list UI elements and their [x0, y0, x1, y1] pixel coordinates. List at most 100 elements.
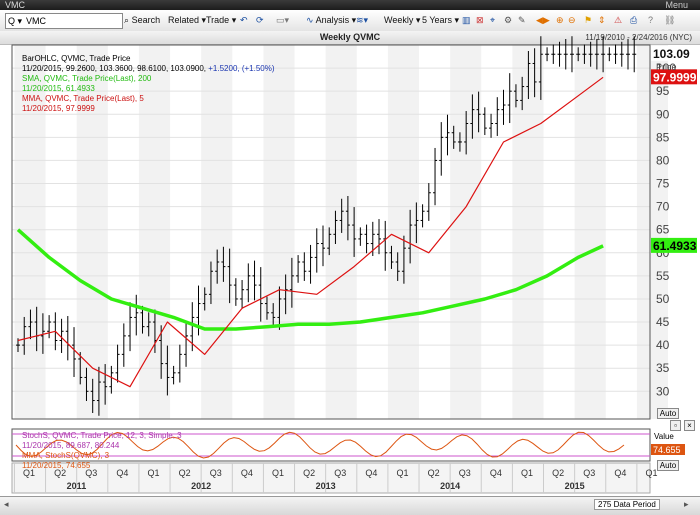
quarter-label: Q4 — [365, 468, 377, 478]
refresh-icon[interactable]: ⟳ — [256, 15, 264, 25]
stoch-line — [15, 431, 625, 459]
price-tick-label: 55 — [656, 269, 670, 283]
alert-icon[interactable]: ⚠ — [614, 15, 623, 25]
price-tick-label: 85 — [656, 130, 670, 144]
analysis-menu[interactable]: ∿ Analysis ▾ — [306, 15, 357, 25]
print-icon[interactable]: ⎙ — [630, 15, 638, 25]
stoch-value-title: Value — [654, 432, 674, 441]
symbol-input[interactable]: Q ▾ VMC — [5, 13, 123, 29]
legend-sma-value: 11/20/2015, 61.4933 — [22, 84, 95, 93]
year-label: 2015 — [565, 481, 585, 491]
chart-area: Weekly QVMC 11/19/2010 - 2/24/2016 (NYC)… — [0, 31, 700, 515]
legend-change: +1.5200, (+1.50%) — [208, 64, 275, 73]
indicator-icon[interactable]: ≋▾ — [356, 15, 369, 25]
status-bar: 275 Data Period ▸ ◂ — [0, 496, 700, 515]
quarter-label: Q1 — [396, 468, 408, 478]
scroll-left-icon[interactable]: ◀▶ — [536, 15, 550, 25]
link-icon[interactable]: ⛓ — [664, 15, 676, 25]
price-tick-label: 45 — [656, 315, 670, 329]
quarter-label: Q1 — [147, 468, 159, 478]
legend-bars-title: BarOHLC, QVMC, Trade Price — [22, 54, 131, 63]
year-label: 2012 — [191, 481, 211, 491]
stoch-legend: StochS, QVMC, Trade Price, 12, 3, Simple… — [22, 431, 182, 471]
legend-ohlc: 11/20/2015, 99.2600, 103.3600, 98.6100, … — [22, 64, 209, 73]
quarter-label: Q3 — [459, 468, 471, 478]
quarter-band — [387, 45, 420, 419]
chart-type-icon[interactable]: ▥ — [462, 15, 471, 25]
stoch-auto-button[interactable]: Auto — [657, 460, 679, 471]
stoch-mma-value: 11/20/2015, 74.655 — [22, 461, 91, 470]
price-tick-label: 65 — [656, 223, 670, 237]
quarter-band — [574, 45, 606, 419]
analysis-icon: ∿ — [306, 15, 314, 25]
undo-icon[interactable]: ↶ — [240, 15, 248, 25]
zoom-out-icon[interactable]: ⊖ — [568, 15, 576, 25]
window-titlebar: VMC Menu — [0, 0, 700, 10]
search-button[interactable]: ⌕ Search — [124, 14, 160, 27]
quarter-label: Q4 — [490, 468, 502, 478]
price-legend: BarOHLC, QVMC, Trade Price 11/20/2015, 9… — [22, 54, 275, 114]
pane-restore-button[interactable]: ▫ — [670, 420, 681, 431]
pane-close-button[interactable]: × — [684, 420, 695, 431]
legend-sma-title: SMA, QVMC, Trade Price(Last), 200 — [22, 74, 152, 83]
quarter-label: Q1 — [521, 468, 533, 478]
trade-label: Trade — [206, 15, 230, 25]
quarter-label: Q3 — [334, 468, 346, 478]
draw-icon[interactable]: ⊠ — [476, 15, 484, 25]
quarter-label: Q2 — [552, 468, 564, 478]
help-icon[interactable]: ? — [648, 15, 654, 25]
quote-type-icon[interactable]: Q ▾ — [8, 16, 23, 26]
stoch-mma-title: MMA, StochS(QVMC), 3 — [22, 451, 110, 460]
quarter-label: Q2 — [54, 468, 66, 478]
sma-line — [16, 228, 604, 331]
sma-value-flag-bg — [651, 237, 697, 253]
price-tick-label: 70 — [656, 200, 670, 214]
quarter-band — [138, 45, 171, 419]
quarter-label: Q1 — [23, 468, 35, 478]
price-tick-label: 35 — [656, 361, 670, 375]
zoom-in-icon[interactable]: ⊕ — [556, 15, 564, 25]
window-menu[interactable]: Menu — [665, 0, 688, 10]
last-price-flag: 103.09 — [653, 47, 690, 61]
chart-svg[interactable]: 303540455055606570758085909510061.493397… — [0, 31, 700, 514]
toolbar: Q ▾ VMC ⌕ Search Related ▾ Trade ▾ ↶ ⟳ ▭… — [0, 10, 700, 32]
expand-icon[interactable]: ⇕ — [598, 15, 606, 25]
scroll-left-icon-bottom[interactable]: ◂ — [4, 499, 9, 509]
price-tick-label: 95 — [656, 84, 670, 98]
quarter-label: Q3 — [210, 468, 222, 478]
folder-icon[interactable]: ▭▾ — [276, 15, 290, 25]
price-tick-label: 75 — [656, 177, 670, 191]
price-auto-button[interactable]: Auto — [657, 408, 679, 419]
year-label: 2013 — [316, 481, 336, 491]
flag-icon[interactable]: ⚑ — [584, 15, 593, 25]
quarter-label: Q4 — [614, 468, 626, 478]
stoch-value-flag-bg — [651, 444, 685, 455]
interval-select[interactable]: Weekly ▾ — [384, 15, 421, 25]
scroll-right-icon[interactable]: ▸ — [684, 499, 689, 509]
mma-line — [17, 76, 604, 388]
symbol-value[interactable]: VMC — [26, 16, 46, 26]
quarter-label: Q3 — [583, 468, 595, 478]
price-tick-label: 90 — [656, 107, 670, 121]
price-tick-label: 30 — [656, 384, 670, 398]
interval-label: Weekly — [384, 15, 414, 25]
mma-value-flag: 97.9999 — [653, 70, 697, 84]
range-label: 5 Years — [422, 15, 453, 25]
tools-icon[interactable]: ✎ — [518, 15, 526, 25]
price-tick-label: 80 — [656, 153, 670, 167]
analysis-label: Analysis — [315, 15, 350, 25]
related-menu[interactable]: Related ▾ — [168, 15, 207, 25]
settings-icon[interactable]: ⚙ — [504, 15, 513, 25]
crosshair-icon[interactable]: ⌖ — [490, 15, 496, 25]
range-select[interactable]: 5 Years ▾ — [422, 15, 460, 25]
sma-value-flag: 61.4933 — [653, 239, 697, 253]
year-label: 2014 — [440, 481, 460, 491]
window-title: VMC — [5, 0, 25, 10]
related-label: Related — [168, 15, 200, 25]
trade-menu[interactable]: Trade ▾ — [206, 15, 237, 25]
quarter-label: Q2 — [303, 468, 315, 478]
stoch-values: 11/20/2015, 89.687, 80.244 — [22, 441, 120, 450]
search-icon: ⌕ — [124, 15, 130, 25]
quarter-label: Q1 — [272, 468, 284, 478]
quarter-label: Q4 — [116, 468, 128, 478]
